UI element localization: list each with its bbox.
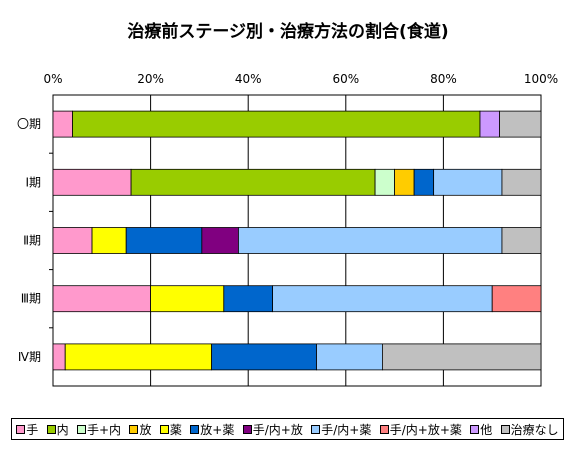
x-tick-label: 60% bbox=[332, 72, 359, 86]
bar-segment bbox=[501, 227, 542, 254]
category-label: Ⅳ期 bbox=[18, 350, 41, 364]
legend-item: 他 bbox=[470, 421, 492, 438]
bar-segment bbox=[413, 168, 435, 196]
bar-segment bbox=[433, 168, 503, 196]
legend-label: 手+内 bbox=[87, 422, 122, 437]
legend-swatch bbox=[500, 424, 510, 434]
category-label: Ⅰ期 bbox=[25, 175, 41, 189]
bar-segment bbox=[91, 227, 127, 254]
bar-segment bbox=[64, 343, 212, 371]
bar-segment bbox=[52, 168, 132, 196]
bar-segment bbox=[394, 168, 415, 196]
category-label: Ⅲ期 bbox=[21, 292, 41, 306]
legend-label: 手/内+放+薬 bbox=[389, 422, 462, 437]
legend-label: 内 bbox=[56, 422, 69, 437]
legend-label: 手/内+放 bbox=[252, 422, 303, 437]
legend-swatch bbox=[129, 424, 139, 434]
category-label: 〇期 bbox=[17, 117, 41, 131]
bar-segment bbox=[479, 110, 500, 138]
legend-label: 手 bbox=[26, 422, 39, 437]
bar-segment bbox=[52, 343, 66, 371]
legend-label: 放+薬 bbox=[200, 422, 235, 437]
bar-segment bbox=[130, 168, 376, 196]
legend-swatch bbox=[242, 424, 252, 434]
bar-segment bbox=[72, 110, 481, 138]
x-tick-label: 0% bbox=[43, 72, 62, 86]
bar-segment bbox=[499, 110, 542, 138]
legend-label: 治療なし bbox=[510, 422, 559, 437]
legend-item: 放 bbox=[129, 421, 151, 438]
bar-segment bbox=[272, 285, 493, 313]
bar-segment bbox=[201, 227, 239, 254]
legend-label: 他 bbox=[480, 422, 493, 437]
bar-segment bbox=[52, 227, 93, 254]
legend-swatch bbox=[159, 424, 169, 434]
plot-area: 0% 20% 40% 60% 80% 100% 〇期 Ⅰ期 Ⅱ期 Ⅲ期 Ⅳ期 bbox=[17, 72, 558, 387]
legend-swatch bbox=[311, 424, 321, 434]
legend-item: 手/内+放+薬 bbox=[379, 421, 462, 438]
legend-label: 放 bbox=[139, 422, 152, 437]
bar-segment bbox=[381, 343, 542, 371]
bar-segment bbox=[52, 285, 151, 313]
x-tick-label: 80% bbox=[430, 72, 457, 86]
bar-segment bbox=[238, 227, 503, 254]
legend-swatch bbox=[190, 424, 200, 434]
x-tick-label: 40% bbox=[235, 72, 262, 86]
bar-segment bbox=[211, 343, 317, 371]
bar-segment bbox=[125, 227, 203, 254]
legend-item: 手/内+薬 bbox=[311, 421, 371, 438]
chart-title: 治療前ステージ別・治療方法の割合(食道) bbox=[127, 21, 448, 42]
legend-swatch bbox=[77, 424, 86, 434]
legend-item: 手+内 bbox=[77, 421, 121, 438]
bar-segment bbox=[316, 343, 383, 371]
legend-swatch bbox=[470, 424, 480, 434]
legend-item: 薬 bbox=[159, 421, 182, 438]
legend-label: 薬 bbox=[169, 422, 182, 437]
legend-swatch bbox=[16, 424, 26, 434]
bar-segment bbox=[223, 285, 274, 313]
legend-item: 手 bbox=[16, 421, 38, 438]
x-tick-label: 20% bbox=[137, 72, 164, 86]
legend-label: 手/内+薬 bbox=[321, 422, 372, 437]
category-label: Ⅱ期 bbox=[23, 234, 41, 248]
bar-segment bbox=[501, 168, 542, 196]
bar-segment bbox=[52, 110, 73, 138]
legend-item: 放+薬 bbox=[190, 421, 234, 438]
legend-item: 治療なし bbox=[500, 421, 559, 438]
bar-segment bbox=[150, 285, 225, 313]
bar-segment bbox=[491, 285, 542, 313]
legend-swatch bbox=[46, 424, 56, 434]
legend-swatch bbox=[379, 424, 389, 434]
bar-segment bbox=[374, 168, 395, 196]
legend: 手 内 手+内 放 薬 放+薬 手/内+放 手/内+薬 手/内+放+薬 他 治療なし bbox=[11, 418, 564, 440]
legend-item: 内 bbox=[46, 421, 69, 438]
x-tick-label: 100% bbox=[524, 72, 558, 86]
legend-item: 手/内+放 bbox=[242, 421, 303, 438]
